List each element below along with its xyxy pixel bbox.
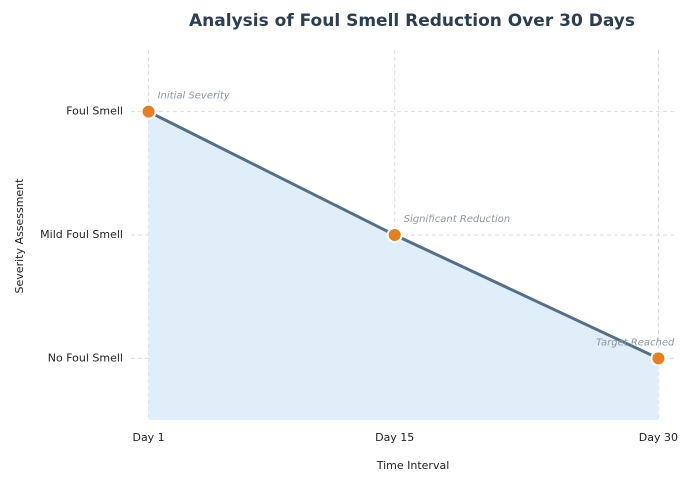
- marker: [386, 227, 403, 243]
- x-tick-label: Day 15: [375, 431, 414, 444]
- chart-title: Analysis of Foul Smell Reduction Over 30…: [189, 11, 635, 31]
- y-axis-title: Severity Assessment: [13, 178, 26, 294]
- x-axis-title: Time Interval: [376, 459, 450, 472]
- annotation: Initial Severity: [158, 91, 231, 102]
- x-tick-label: Day 30: [639, 431, 678, 444]
- y-tick-label: Mild Foul Smell: [40, 228, 123, 241]
- area: [148, 111, 659, 421]
- annotation: Significant Reduction: [404, 214, 511, 225]
- y-tick-label: No Foul Smell: [48, 351, 123, 364]
- annotation: Target Reached: [596, 337, 675, 348]
- marker: [140, 103, 157, 120]
- marker: [650, 350, 667, 367]
- y-tick-label: Foul Smell: [66, 105, 123, 118]
- x-tick-label: Day 1: [132, 431, 164, 444]
